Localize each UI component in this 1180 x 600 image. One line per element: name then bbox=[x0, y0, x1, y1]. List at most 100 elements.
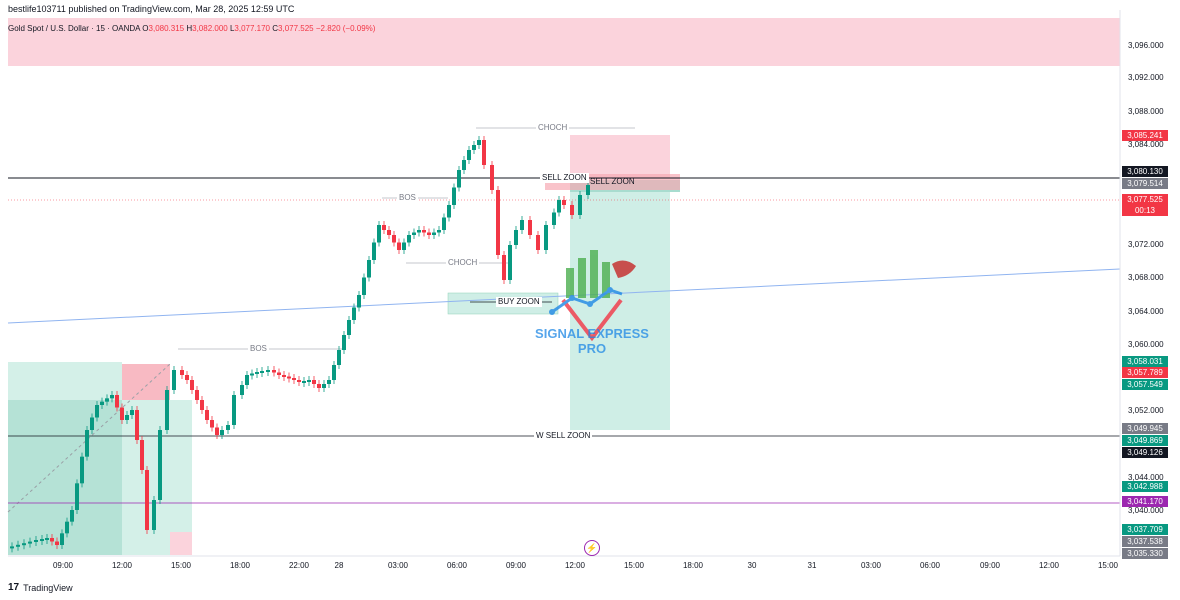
close-label: C bbox=[272, 24, 279, 33]
candle bbox=[95, 405, 99, 418]
candle bbox=[287, 376, 291, 379]
price-tag: 3,042.988 bbox=[1122, 481, 1168, 492]
candle bbox=[130, 410, 134, 415]
candle bbox=[432, 232, 436, 235]
candle bbox=[105, 398, 109, 402]
candle bbox=[205, 410, 209, 420]
price-tag: 3,049.945 bbox=[1122, 423, 1168, 434]
candle bbox=[367, 260, 371, 278]
time-axis-label: 22:00 bbox=[288, 561, 310, 570]
candle bbox=[544, 225, 548, 250]
time-axis-label: 12:00 bbox=[564, 561, 586, 570]
sell-zone-label-left[interactable]: SELL ZOON bbox=[540, 173, 589, 183]
candle bbox=[482, 140, 486, 165]
signal-express-watermark: SIGNAL EXPRESS PRO bbox=[528, 326, 656, 356]
sell-zone-label-right[interactable]: SELL ZOON bbox=[590, 177, 635, 186]
price-tag: 3,041.170 bbox=[1122, 496, 1168, 507]
candle bbox=[250, 373, 254, 376]
candle bbox=[70, 510, 74, 522]
choch-top-label[interactable]: CHOCH bbox=[536, 123, 570, 133]
candle bbox=[442, 217, 446, 230]
candle bbox=[110, 395, 114, 399]
symbol-info-bar: Gold Spot / U.S. Dollar · 15 · OANDA O3,… bbox=[8, 24, 375, 33]
position-target-left bbox=[122, 400, 192, 555]
candle bbox=[65, 521, 69, 534]
candle bbox=[427, 232, 431, 235]
candle bbox=[292, 378, 296, 380]
position-stop-small bbox=[170, 532, 192, 555]
candle bbox=[502, 255, 506, 280]
price-axis-label: 3,088.000 bbox=[1128, 107, 1164, 116]
candle bbox=[417, 230, 421, 233]
price-axis-label: 3,072.000 bbox=[1128, 240, 1164, 249]
choch-mid-label[interactable]: CHOCH bbox=[446, 258, 480, 268]
change-value: −2.820 (−0.09%) bbox=[315, 24, 376, 33]
candle bbox=[462, 160, 466, 170]
candle bbox=[165, 390, 169, 430]
candle bbox=[266, 370, 270, 372]
candle bbox=[317, 384, 321, 388]
candle bbox=[220, 430, 224, 435]
candles bbox=[10, 136, 590, 553]
position-target-right bbox=[570, 192, 670, 430]
candle bbox=[407, 235, 411, 243]
symbol-name[interactable]: Gold Spot / U.S. Dollar · 15 · OANDA bbox=[8, 24, 141, 33]
price-axis-label: 3,060.000 bbox=[1128, 340, 1164, 349]
w-sell-zone-label[interactable]: W SELL ZOON bbox=[534, 431, 593, 441]
candle bbox=[240, 385, 244, 395]
candle bbox=[232, 395, 236, 425]
candle bbox=[272, 370, 276, 373]
price-tag: 3,049.869 bbox=[1122, 435, 1168, 446]
bos-low-label[interactable]: BOS bbox=[248, 344, 269, 354]
price-tag: 3,037.538 bbox=[1122, 536, 1168, 547]
price-tag: 3,037.709 bbox=[1122, 524, 1168, 535]
candle bbox=[352, 307, 356, 320]
candle bbox=[28, 541, 32, 544]
candle bbox=[452, 187, 456, 205]
tradingview-brand: TradingView bbox=[23, 582, 73, 593]
candle bbox=[115, 395, 119, 408]
bos-top-label[interactable]: BOS bbox=[397, 193, 418, 203]
price-axis-label: 3,092.000 bbox=[1128, 73, 1164, 82]
price-axis-label: 3,040.000 bbox=[1128, 506, 1164, 515]
price-tag: 3,035.330 bbox=[1122, 548, 1168, 559]
price-axis-label: 3,044.000 bbox=[1128, 473, 1164, 482]
candle bbox=[457, 170, 461, 188]
candle bbox=[195, 390, 199, 400]
candle bbox=[50, 538, 54, 542]
time-axis-label: 30 bbox=[747, 561, 757, 570]
time-axis-label: 03:00 bbox=[860, 561, 882, 570]
trend-line bbox=[7, 268, 1121, 324]
candle bbox=[260, 371, 264, 373]
flash-icon[interactable]: ⚡ bbox=[584, 540, 600, 556]
candle bbox=[578, 195, 582, 215]
price-tag: 3,085.241 bbox=[1122, 130, 1168, 141]
buy-zone-label[interactable]: BUY ZOON bbox=[496, 297, 542, 307]
candle bbox=[528, 220, 532, 235]
candle bbox=[437, 230, 441, 233]
candle bbox=[185, 375, 189, 380]
candle bbox=[226, 425, 230, 430]
price-tag: 3,079.514 bbox=[1122, 178, 1168, 189]
time-axis-label: 06:00 bbox=[919, 561, 941, 570]
candle bbox=[570, 205, 574, 215]
candle bbox=[90, 417, 94, 430]
position-stop-left bbox=[122, 364, 170, 400]
candle bbox=[215, 427, 219, 435]
close-value: 3,077.525 bbox=[278, 24, 314, 33]
price-axis-label: 3,096.000 bbox=[1128, 41, 1164, 50]
candle bbox=[297, 380, 301, 382]
price-tag: 3,080.130 bbox=[1122, 166, 1168, 177]
candle bbox=[80, 456, 84, 484]
candle bbox=[282, 375, 286, 377]
bull-logo-graphic bbox=[549, 250, 636, 342]
footer-branding: 17 TradingView bbox=[8, 582, 73, 593]
candle bbox=[22, 543, 26, 546]
candle bbox=[34, 540, 38, 542]
candle bbox=[337, 350, 341, 365]
candle bbox=[190, 380, 194, 390]
price-tag: 3,049.126 bbox=[1122, 447, 1168, 458]
watermark-line2: PRO bbox=[577, 341, 607, 356]
high-label: H bbox=[186, 24, 193, 33]
